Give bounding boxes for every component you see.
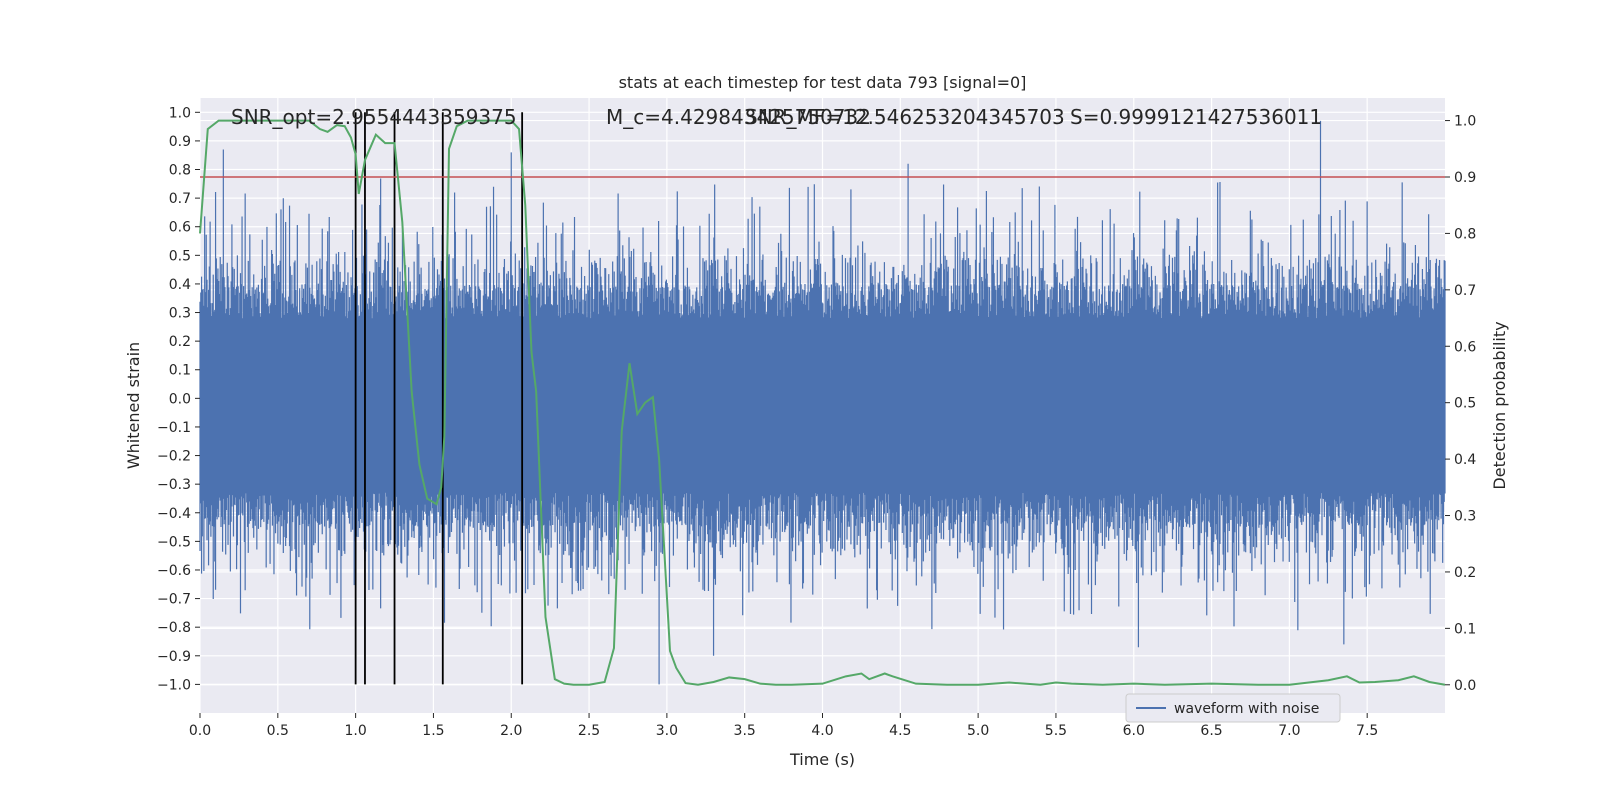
x-tick-label: 0.5 [267, 723, 289, 739]
annotation-text: M_c=4.429843425750732 [606, 105, 871, 129]
x-tick-label: 3.0 [656, 723, 678, 739]
y-left-tick-label: −0.2 [157, 449, 191, 465]
y-left-tick-label: 0.6 [169, 220, 191, 236]
x-tick-label: 7.0 [1278, 723, 1300, 739]
chart-title: stats at each timestep for test data 793… [619, 73, 1027, 92]
y-right-tick-label: 1.0 [1454, 114, 1476, 130]
annotation-text: SNR_MF=12.546253204345703 [745, 105, 1065, 129]
y-left-tick-label: 0.1 [169, 363, 191, 379]
y-right-tick-label: 0.7 [1454, 283, 1476, 299]
y-right-tick-label: 0.3 [1454, 509, 1476, 525]
x-tick-label: 0.0 [189, 723, 211, 739]
waveform-trace [199, 120, 1446, 685]
y-right-tick-label: 0.4 [1454, 452, 1476, 468]
legend-box [1125, 693, 1341, 723]
y-left-tick-label: −0.8 [157, 620, 191, 636]
y-left-tick-label: −1.0 [157, 677, 191, 693]
y-left-axis-label: Whitened strain [124, 342, 143, 469]
x-tick-label: 4.0 [811, 723, 833, 739]
y-right-axis-ticks: 1.0 0.9 0.8 0.7 0.6 0.5 0.4 0.3 0.2 0.1 0.0 [1445, 114, 1476, 694]
y-left-tick-label: 0.8 [169, 163, 191, 179]
x-tick-label: 1.5 [422, 723, 444, 739]
y-right-tick-label: 0.6 [1454, 339, 1476, 355]
annotation-text: SNR_opt=2.9554443359375 [231, 105, 517, 129]
y-right-tick-label: 0.8 [1454, 226, 1476, 242]
y-left-tick-label: −0.4 [157, 506, 191, 522]
x-tick-label: 1.0 [344, 723, 366, 739]
annotations: SNR_opt=2.9554443359375 M_c=4.42984342575… [231, 105, 1322, 129]
y-right-tick-label: 0.5 [1454, 396, 1476, 412]
y-left-tick-label: −0.7 [157, 592, 191, 608]
y-left-axis-ticks: 1.0 0.9 0.8 0.7 0.6 0.5 0.4 0.3 0.2 0.1 0.0 −0.1 −0.… [157, 105, 200, 693]
x-axis-label: Time (s) [789, 750, 855, 769]
y-right-tick-label: 0.9 [1454, 170, 1476, 186]
legend: waveform with noise [1125, 693, 1341, 723]
x-tick-label: 5.5 [1045, 723, 1067, 739]
y-left-tick-label: 0.4 [169, 277, 191, 293]
x-axis-ticks: 0.0 0.5 1.0 1.5 2.0 2.5 3.0 3.5 4.0 4.5 5.0 5.5 6.0 6… [189, 713, 1378, 739]
y-right-tick-label: 0.2 [1454, 565, 1476, 581]
y-left-tick-label: 0.9 [169, 134, 191, 150]
y-right-axis-label: Detection probability [1490, 321, 1509, 489]
y-left-tick-label: 0.0 [169, 391, 191, 407]
vertical-markers [354, 112, 524, 685]
y-left-tick-label: 0.2 [169, 334, 191, 350]
x-tick-label: 2.5 [578, 723, 600, 739]
y-left-tick-label: −0.3 [157, 477, 191, 493]
y-left-tick-label: 1.0 [169, 105, 191, 121]
x-tick-label: 7.5 [1356, 723, 1378, 739]
y-left-tick-label: −0.5 [157, 534, 191, 550]
y-left-tick-label: 0.5 [169, 248, 191, 264]
waveform-noise-series [199, 120, 1446, 685]
detection-probability-line [199, 119, 1446, 686]
x-tick-label: 4.5 [889, 723, 911, 739]
y-right-tick-label: 0.1 [1454, 621, 1476, 637]
annotation-text: S=0.9999121427536011 [1070, 105, 1322, 129]
y-left-tick-label: 0.3 [169, 306, 191, 322]
y-left-tick-label: 0.7 [169, 191, 191, 207]
y-left-tick-label: −0.9 [157, 649, 191, 665]
x-tick-label: 6.5 [1200, 723, 1222, 739]
x-tick-label: 3.5 [734, 723, 756, 739]
y-right-tick-label: 0.0 [1454, 678, 1476, 694]
x-tick-label: 2.0 [500, 723, 522, 739]
x-tick-label: 6.0 [1123, 723, 1145, 739]
x-tick-label: 5.0 [967, 723, 989, 739]
y-left-tick-label: −0.6 [157, 563, 191, 579]
y-left-tick-label: −0.1 [157, 420, 191, 436]
legend-label: waveform with noise [1174, 701, 1319, 717]
